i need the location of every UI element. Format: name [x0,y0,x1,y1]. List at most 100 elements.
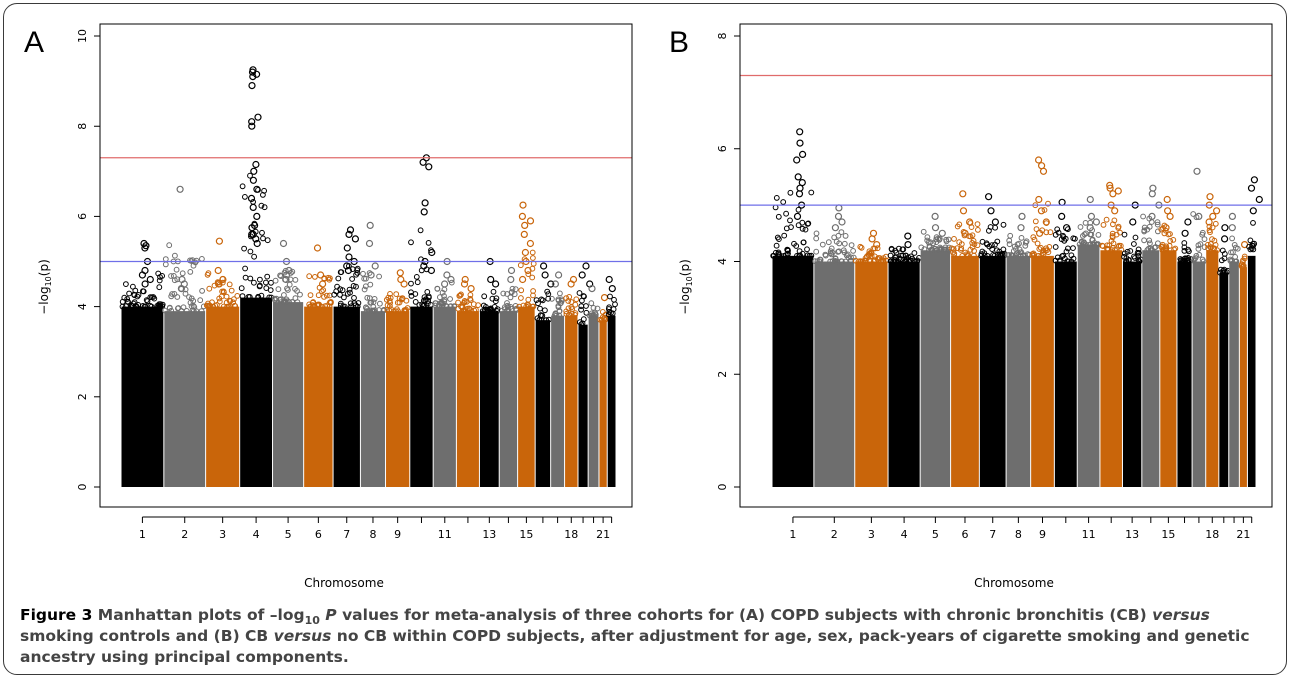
snp-peak-point [249,176,257,184]
chromosome-2-markers [162,185,207,487]
snp-peak-point [428,248,436,257]
snp-point [465,308,472,314]
chromosome-1-markers [770,128,815,487]
snp-point [1207,229,1213,236]
snp-peak-point [248,81,256,90]
snp-point [326,292,333,299]
snp-point [896,255,903,262]
snp-point [434,286,441,292]
snp-point [1132,255,1138,261]
panel-b-letter: B [669,26,689,59]
snp-peak-point [177,285,185,293]
snp-point [911,250,918,256]
snp-point [190,308,197,314]
snp-point [363,275,369,282]
figure-frame: A 0 2 4 6 8 10 1 2 3 4 5 6 7 8 9 11 13 15 18 21 Chromosome… [3,3,1287,675]
snp-point [182,290,189,297]
x-tick-label: 13 [1125,528,1139,541]
snp-peak-point [1092,218,1101,226]
snp-peak-point [215,237,223,245]
snp-point [353,283,359,290]
snp-point [171,277,178,284]
snp-peak-point [1212,207,1221,215]
snp-point [926,243,933,250]
snp-point [776,236,782,243]
snp-point [451,303,458,310]
snp-point [263,279,269,286]
y-tick-label: 6 [76,213,89,220]
snp-point [902,252,909,259]
snp-point [599,309,606,315]
chromosome-7-markers [331,226,362,487]
x-tick-label: 21 [596,528,610,541]
snp-point [500,290,507,297]
snp-point [1057,257,1063,264]
snp-peak-point [140,239,148,248]
snp-point [924,234,931,241]
snp-peak-point [443,271,451,279]
snp-point [1131,241,1137,247]
snp-peak-point [253,185,261,193]
snp-peak-point [252,160,260,169]
snp-point [416,302,423,308]
panel-b-y-axis: 0 2 4 6 8 [716,33,740,491]
snp-peak-point [931,224,940,232]
snp-point [579,320,586,327]
x-tick-label: 4 [901,528,908,541]
snp-point [795,222,802,229]
y-tick-label: 8 [76,123,89,130]
snp-point [542,307,548,314]
snp-point [455,299,462,306]
snp-peak-point [313,244,322,252]
chromosome-20-dense-points [1229,261,1239,487]
snp-point [1036,246,1043,252]
snp-peak-point [1163,207,1172,215]
snp-point [423,296,429,303]
caption-versus-1: versus [1152,606,1210,624]
snp-peak-point [365,239,374,248]
snp-point [151,295,158,302]
x-tick-label: 7 [989,528,996,541]
snp-point [189,257,196,264]
snp-point [417,227,424,234]
snp-peak-point [987,207,995,215]
snp-point [119,298,126,305]
snp-point [838,258,845,265]
snp-point [335,275,342,282]
snp-peak-point [873,241,881,249]
snp-point [199,288,206,294]
snp-point [408,239,414,246]
snp-point [524,301,531,308]
snp-peak-point [400,280,408,288]
snp-point [162,307,168,314]
chromosome-4-dense-points [240,297,273,487]
snp-peak-point [248,224,256,232]
snp-peak-point [1163,195,1171,204]
chromosome-1-dense-points [121,306,164,487]
snp-point [607,293,613,300]
snp-peak-point [1087,212,1096,220]
snp-peak-point [521,248,530,257]
snp-point [1060,252,1067,259]
chromosome-19-dense-points [578,324,588,487]
snp-point [876,255,883,261]
snp-point [1209,224,1216,231]
snp-point [188,303,195,310]
snp-point [951,236,957,242]
snp-point [509,289,515,295]
snp-peak-point [1162,224,1170,232]
snp-point [497,307,504,314]
snp-point [838,229,845,236]
snp-point [179,270,186,277]
snp-peak-point [794,173,802,181]
snp-point [247,275,254,282]
snp-point [842,258,849,265]
snp-point [289,268,296,275]
x-tick-label: 11 [438,528,452,541]
snp-point [813,248,820,255]
snp-point [1221,266,1228,273]
snp-point [341,294,347,301]
snp-peak-point [146,275,154,284]
snp-point [805,220,812,227]
x-tick-label: 1 [789,528,796,541]
